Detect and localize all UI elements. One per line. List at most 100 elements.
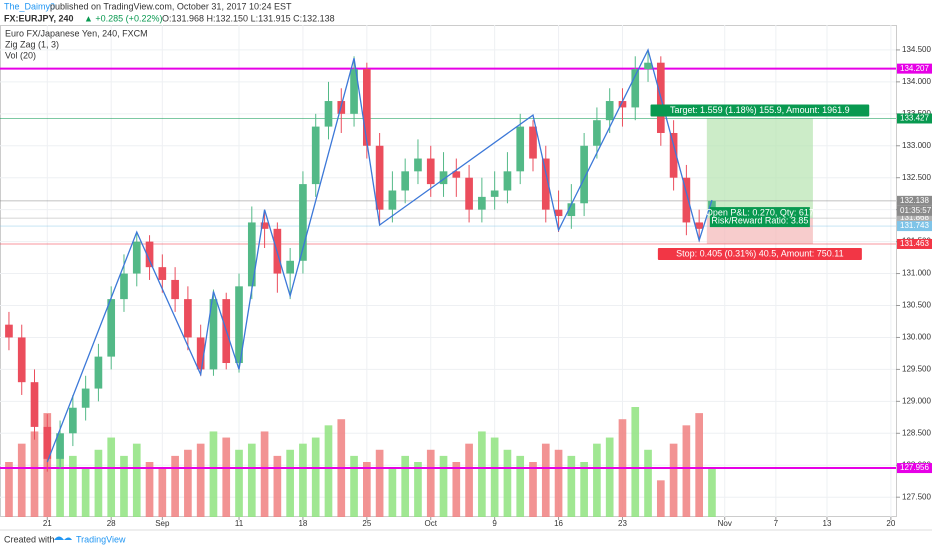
target-label-box	[650, 104, 870, 117]
price-tag	[897, 195, 932, 206]
price-tag	[897, 213, 932, 224]
candle-body	[631, 69, 640, 108]
volume-bar	[388, 468, 397, 517]
stop-label-box	[657, 247, 862, 260]
volume-bar	[247, 443, 256, 517]
candle-body	[5, 324, 13, 338]
candle-body	[94, 356, 103, 389]
volume-bar	[30, 431, 39, 517]
volume-bar	[490, 437, 499, 517]
volume-bar	[465, 443, 473, 517]
price-tag-label: 131.743	[900, 221, 929, 230]
candle-body	[363, 69, 371, 146]
y-tick-label: 134.000	[902, 77, 931, 86]
footer: Created with	[4, 534, 55, 544]
candle-body	[580, 145, 588, 204]
volume-bar	[580, 462, 588, 517]
volume-bar	[260, 431, 269, 517]
volume-bar	[184, 449, 192, 517]
candle-body	[324, 101, 333, 127]
volume-bar	[17, 443, 26, 517]
volume-bar	[56, 449, 64, 517]
volume-bar	[644, 449, 652, 517]
x-tick-label: 9	[492, 519, 497, 528]
candle-body	[669, 132, 678, 178]
y-tick-label: 128.500	[902, 428, 931, 437]
plot-frame	[0, 25, 897, 517]
candle-body	[286, 260, 294, 274]
volume-bar	[567, 455, 576, 517]
author[interactable]: The_Daimy0	[4, 1, 55, 11]
volume-bar	[541, 443, 550, 517]
volume-bar	[324, 425, 333, 517]
ratio-label: Risk/Reward Ratio: 3.85	[711, 215, 808, 225]
brand[interactable]: TradingView	[76, 534, 126, 544]
change: ▲ +0.285 (+0.22%)	[84, 13, 162, 23]
volume-bar	[631, 407, 640, 517]
x-tick-label: 18	[298, 519, 307, 528]
price-tag-label: 133.427	[900, 114, 929, 123]
price-tag-label: 131.463	[900, 239, 929, 248]
x-tick-label: Nov	[718, 519, 732, 528]
candle-body	[465, 177, 473, 210]
volume-bar	[605, 437, 614, 517]
y-tick-label: 127.500	[902, 492, 931, 501]
volume-bar	[478, 431, 486, 517]
candle-body	[43, 426, 52, 459]
candle-body	[311, 126, 320, 185]
volume-bar	[363, 462, 371, 517]
countdown-tag	[897, 205, 932, 216]
volume-bar	[107, 437, 116, 517]
volume-bar	[350, 455, 358, 517]
candle-body	[708, 200, 716, 212]
candle-body	[81, 388, 90, 408]
volume-bar	[286, 449, 294, 517]
volume-bar	[529, 462, 537, 517]
candle-body	[107, 299, 116, 357]
legend-entry: Zig Zag (1, 3)	[5, 39, 59, 49]
y-tick-label: 130.000	[902, 333, 931, 342]
ohlc: O:131.968 H:132.150 L:131.915 C:132.138	[162, 13, 335, 23]
volume-bar	[452, 462, 461, 517]
volume-bar	[695, 413, 703, 517]
candle-body	[490, 190, 499, 197]
volume-bar	[94, 449, 103, 517]
legend-entry: Euro FX/Japanese Yen, 240, FXCM	[5, 28, 148, 38]
volume-bar	[669, 443, 678, 517]
y-tick-label: 133.500	[902, 109, 931, 118]
price-tag-label: 132.138	[900, 196, 929, 205]
candle-body	[618, 101, 627, 108]
candle-body	[260, 222, 269, 229]
x-tick-label: 7	[774, 519, 779, 528]
candle-body	[196, 337, 205, 370]
candle-body	[503, 171, 512, 191]
candle-body	[69, 407, 77, 434]
candle-body	[56, 433, 64, 459]
candle-body	[541, 158, 550, 210]
candle-body	[17, 337, 26, 383]
volume-bar	[401, 455, 410, 517]
y-tick-label: 129.000	[902, 396, 931, 405]
candle-body	[375, 145, 384, 210]
volume-bar	[69, 455, 77, 517]
candle-body	[452, 171, 461, 178]
price-tag	[897, 63, 932, 74]
symbol: FX:EURJPY, 240	[4, 13, 74, 23]
candle-body	[132, 241, 141, 274]
candle-body	[478, 196, 486, 210]
candle-body	[695, 222, 703, 229]
volume-bar	[414, 462, 422, 517]
volume-bar	[171, 455, 179, 517]
candle-body	[184, 299, 192, 338]
volume-bar	[158, 468, 167, 517]
x-tick-label: 16	[554, 519, 563, 528]
candle-body	[644, 62, 652, 70]
x-tick-label: 28	[107, 519, 116, 528]
volume-bar	[81, 468, 90, 517]
price-tag-label: 131.868	[900, 213, 929, 222]
x-tick-label: 21	[43, 519, 52, 528]
candle-body	[414, 158, 422, 172]
volume-bar	[222, 437, 231, 517]
candle-body	[171, 279, 179, 300]
